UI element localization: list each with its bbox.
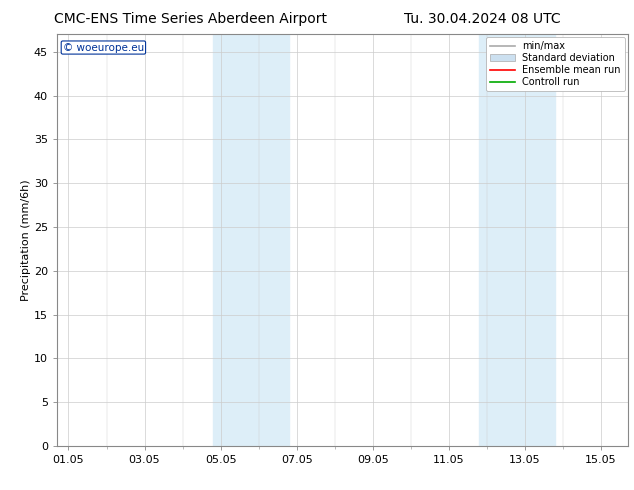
- Legend: min/max, Standard deviation, Ensemble mean run, Controll run: min/max, Standard deviation, Ensemble me…: [486, 37, 624, 91]
- Bar: [213, 34, 289, 446]
- Bar: [479, 34, 555, 446]
- Text: Tu. 30.04.2024 08 UTC: Tu. 30.04.2024 08 UTC: [403, 12, 560, 26]
- Text: CMC-ENS Time Series Aberdeen Airport: CMC-ENS Time Series Aberdeen Airport: [54, 12, 327, 26]
- Y-axis label: Precipitation (mm/6h): Precipitation (mm/6h): [21, 179, 31, 301]
- Text: © woeurope.eu: © woeurope.eu: [63, 43, 144, 52]
